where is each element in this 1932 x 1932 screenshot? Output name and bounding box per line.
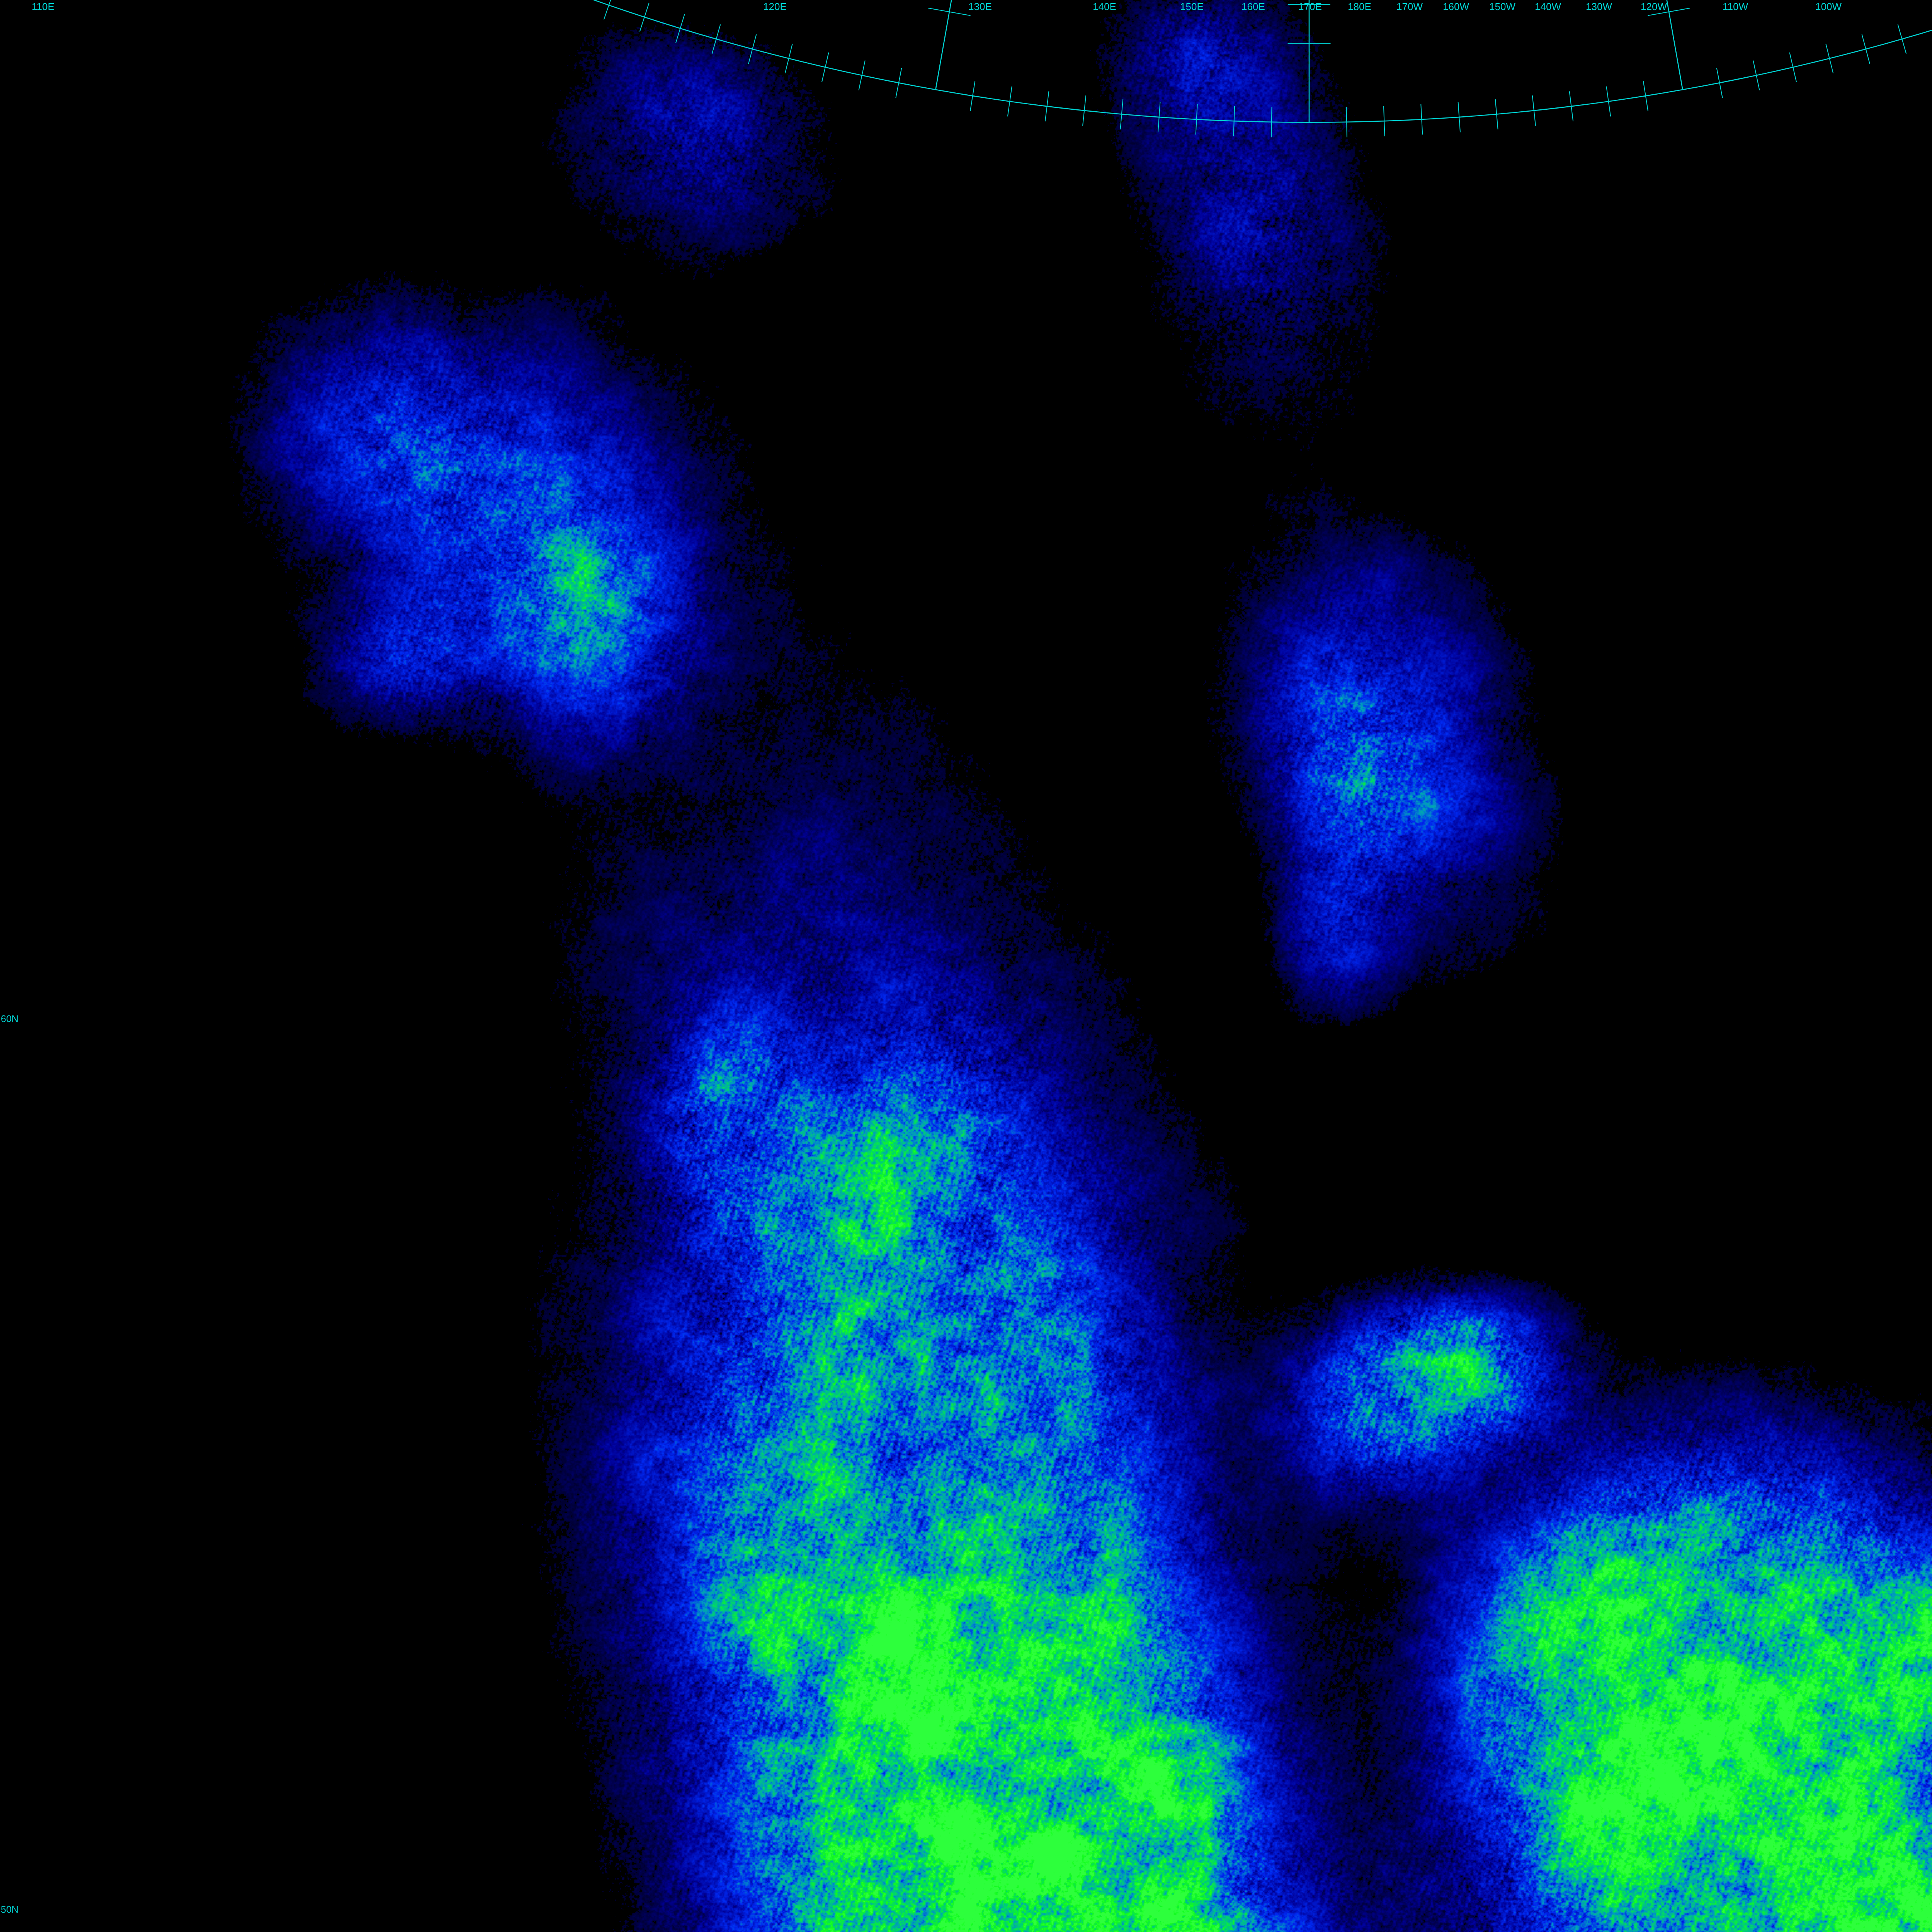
- meridian-label-top-170W-8: 170W: [1396, 2, 1423, 12]
- meridian-label-top-110E-0: 110E: [32, 2, 54, 12]
- meridian-label-top-150W-10: 150W: [1489, 2, 1515, 12]
- meridian-label-top-160W-9: 160W: [1443, 2, 1469, 12]
- meridian-label-top-120W-13: 120W: [1641, 2, 1667, 12]
- satellite-image-viewport: 110E 120E 130E 140E 150E 160E 170E 180E 170W 160W…: [0, 0, 1932, 1932]
- meridian-label-top-150E-4: 150E: [1180, 2, 1204, 12]
- meridian-label-top-140E-3: 140E: [1093, 2, 1116, 12]
- meridian-label-top-170E-6: 170E: [1298, 2, 1322, 12]
- meridian-label-top-110W-14: 110W: [1723, 2, 1748, 12]
- parallel-label-left-60N-0: 60N: [1, 1014, 19, 1024]
- meridian-label-top-130E-2: 130E: [968, 2, 992, 12]
- parallel-label-left-50N-1: 50N: [1, 1905, 19, 1915]
- meridian-label-top-100W-15: 100W: [1815, 2, 1842, 12]
- graticule-label-layer: 110E 120E 130E 140E 150E 160E 170E 180E 170W 160W…: [0, 0, 1932, 1932]
- meridian-label-top-130W-12: 130W: [1586, 2, 1612, 12]
- meridian-label-top-120E-1: 120E: [763, 2, 787, 12]
- meridian-label-top-140W-11: 140W: [1535, 2, 1561, 12]
- meridian-label-top-160E-5: 160E: [1242, 2, 1265, 12]
- meridian-label-top-180E-7: 180E: [1348, 2, 1371, 12]
